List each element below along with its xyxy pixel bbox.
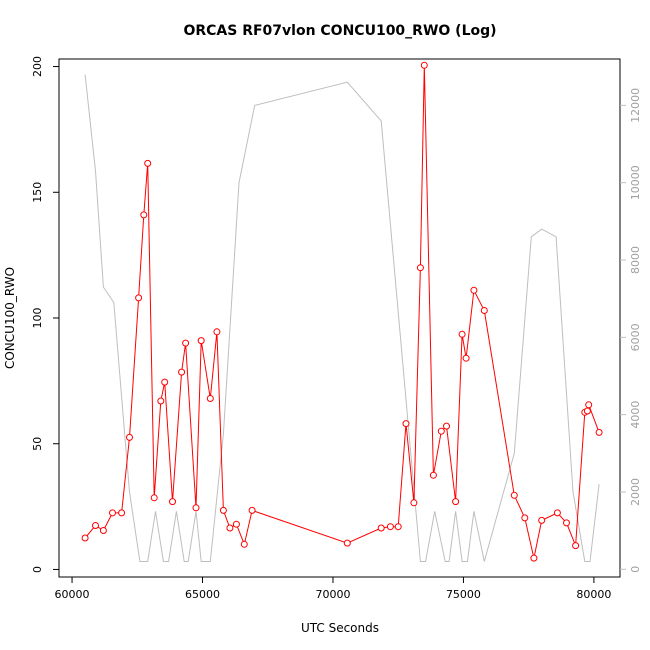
data-point xyxy=(452,498,460,506)
data-point xyxy=(192,504,200,512)
data-point xyxy=(161,378,169,386)
y2-tick-label: 12000 xyxy=(629,88,642,123)
data-point xyxy=(109,509,116,517)
data-point xyxy=(248,506,256,514)
data-point xyxy=(480,307,488,314)
data-point xyxy=(437,427,445,435)
data-point xyxy=(343,539,351,547)
data-point xyxy=(553,509,561,517)
data-point xyxy=(118,509,126,517)
data-point xyxy=(470,286,478,294)
data-point xyxy=(135,294,143,302)
chart-title: ORCAS RF07vlon CONCU100_RWO (Log) xyxy=(183,23,496,39)
data-point xyxy=(443,422,450,430)
data-point xyxy=(583,407,591,415)
data-point xyxy=(169,498,176,506)
data-point xyxy=(92,522,99,529)
y-tick-label: 150 xyxy=(31,182,44,203)
data-point xyxy=(386,523,394,531)
x-tick-label: 60000 xyxy=(55,588,90,601)
data-point xyxy=(538,516,546,524)
y-axis-label: CONCU100_RWO xyxy=(3,267,17,369)
data-point xyxy=(140,211,148,219)
data-point xyxy=(572,542,580,550)
data-point xyxy=(232,520,240,528)
x-axis-label: UTC Seconds xyxy=(301,621,379,635)
data-point xyxy=(416,264,424,272)
data-point xyxy=(144,159,152,167)
data-point xyxy=(178,368,186,376)
x-tick-label: 75000 xyxy=(446,588,481,601)
data-point xyxy=(240,540,248,548)
data-point xyxy=(157,397,165,405)
y2-tick-label: 6000 xyxy=(629,323,642,351)
y2-tick-label: 2000 xyxy=(629,478,642,506)
data-point xyxy=(213,328,221,336)
y-tick-label: 200 xyxy=(31,56,44,77)
data-point xyxy=(226,524,234,532)
data-point xyxy=(429,471,437,479)
data-point xyxy=(458,330,466,338)
plot-frame xyxy=(58,58,621,578)
x-tick-label: 65000 xyxy=(185,588,220,601)
series-line-secondary xyxy=(84,74,600,562)
y-tick-label: 0 xyxy=(31,566,44,573)
y2-tick-label: 0 xyxy=(629,566,642,573)
data-point xyxy=(510,491,518,499)
data-point xyxy=(81,534,89,542)
series-line-primary xyxy=(84,65,600,559)
data-point xyxy=(99,527,107,534)
data-point xyxy=(126,433,133,441)
x-tick-label: 80000 xyxy=(576,588,611,601)
data-point xyxy=(595,428,603,436)
data-point xyxy=(585,401,593,409)
data-point xyxy=(462,354,470,362)
data-point xyxy=(521,514,529,522)
data-point xyxy=(410,499,418,507)
data-point xyxy=(150,494,158,502)
data-point xyxy=(420,61,428,69)
data-point xyxy=(182,339,190,347)
x-tick-label: 70000 xyxy=(315,588,350,601)
y2-tick-label: 10000 xyxy=(629,165,642,200)
data-point xyxy=(563,519,570,527)
data-point xyxy=(402,420,410,428)
y-tick-label: 50 xyxy=(31,437,44,451)
data-point xyxy=(197,337,205,345)
data-point xyxy=(394,523,402,531)
data-point xyxy=(530,554,538,562)
y2-tick-label: 8000 xyxy=(629,246,642,274)
y-tick-label: 100 xyxy=(31,308,44,329)
data-point xyxy=(377,524,385,532)
data-point xyxy=(219,506,227,514)
y2-tick-label: 4000 xyxy=(629,401,642,429)
data-point xyxy=(206,395,214,402)
plot-area: 60000 65000 70000 75000 80000050100150200020… xyxy=(31,56,642,601)
